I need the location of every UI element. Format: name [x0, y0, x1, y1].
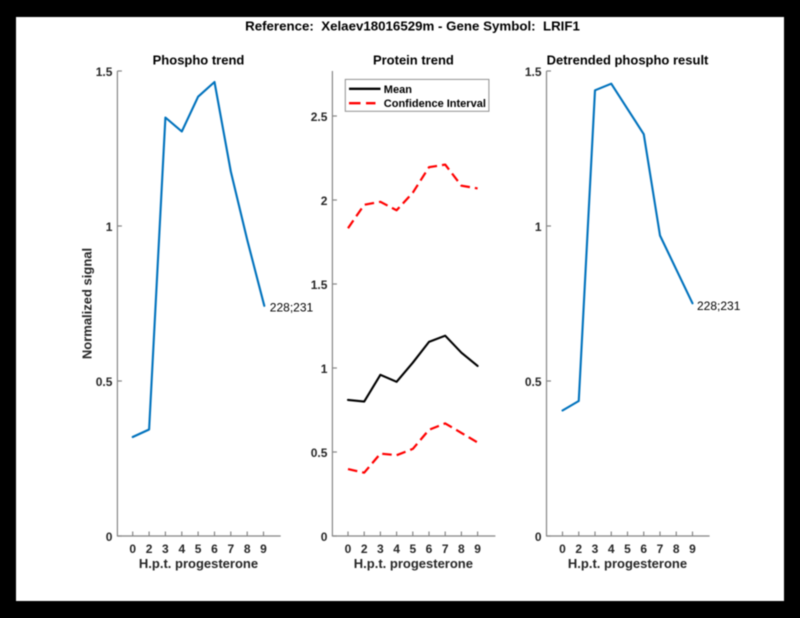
svg-text:0: 0: [106, 530, 113, 544]
svg-text:7: 7: [442, 542, 449, 556]
svg-text:2: 2: [321, 194, 328, 208]
svg-text:Normalized signal: Normalized signal: [80, 248, 95, 359]
svg-text:1.5: 1.5: [311, 278, 328, 292]
svg-text:0: 0: [129, 542, 136, 556]
svg-text:0.5: 0.5: [96, 375, 113, 389]
svg-text:4: 4: [178, 542, 185, 556]
svg-text:0: 0: [345, 542, 352, 556]
svg-text:9: 9: [260, 542, 267, 556]
svg-text:9: 9: [474, 542, 481, 556]
svg-text:0.5: 0.5: [311, 446, 328, 460]
svg-text:H.p.t. progesterone: H.p.t. progesterone: [139, 556, 258, 571]
svg-text:0: 0: [559, 542, 566, 556]
svg-text:Detrended phospho result: Detrended phospho result: [547, 53, 709, 68]
svg-text:H.p.t. progesterone: H.p.t. progesterone: [568, 556, 687, 571]
svg-text:1.5: 1.5: [525, 65, 542, 79]
svg-text:6: 6: [426, 542, 433, 556]
svg-text:0.5: 0.5: [525, 375, 542, 389]
svg-text:0: 0: [321, 530, 328, 544]
svg-text:7: 7: [227, 542, 234, 556]
svg-text:8: 8: [673, 542, 680, 556]
svg-text:H.p.t. progesterone: H.p.t. progesterone: [354, 556, 473, 571]
svg-text:8: 8: [244, 542, 251, 556]
svg-text:3: 3: [377, 542, 384, 556]
svg-text:3: 3: [162, 542, 169, 556]
svg-text:0: 0: [535, 530, 542, 544]
svg-text:1: 1: [535, 220, 542, 234]
svg-text:7: 7: [657, 542, 664, 556]
svg-text:Reference: Xelaev18016529m -: Reference: Xelaev18016529m - Gene Symbol…: [245, 19, 580, 34]
svg-text:1: 1: [321, 362, 328, 376]
svg-text:228;231: 228;231: [697, 299, 741, 313]
svg-text:228;231: 228;231: [270, 301, 314, 315]
svg-text:4: 4: [608, 542, 615, 556]
svg-text:5: 5: [195, 542, 202, 556]
svg-text:3: 3: [592, 542, 599, 556]
svg-text:5: 5: [409, 542, 416, 556]
svg-text:Mean: Mean: [384, 84, 412, 96]
svg-text:2: 2: [361, 542, 368, 556]
svg-text:Protein trend: Protein trend: [373, 53, 454, 68]
svg-text:2.5: 2.5: [311, 110, 328, 124]
svg-text:2: 2: [575, 542, 582, 556]
svg-text:Phospho trend: Phospho trend: [153, 53, 245, 68]
svg-text:1: 1: [106, 220, 113, 234]
svg-text:8: 8: [458, 542, 465, 556]
svg-text:2: 2: [146, 542, 153, 556]
svg-text:6: 6: [211, 542, 218, 556]
svg-text:1.5: 1.5: [96, 65, 113, 79]
svg-text:9: 9: [689, 542, 696, 556]
svg-text:5: 5: [624, 542, 631, 556]
svg-text:4: 4: [393, 542, 400, 556]
svg-text:6: 6: [640, 542, 647, 556]
svg-text:Confidence Interval: Confidence Interval: [384, 98, 486, 110]
